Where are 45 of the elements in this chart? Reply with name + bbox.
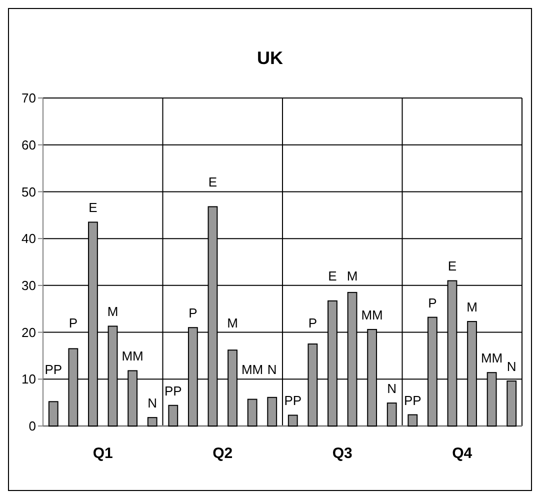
text: M [107,304,118,320]
text: N [267,362,277,378]
y-tick-label: 70 [22,90,36,106]
text: E [208,174,218,190]
bar [247,398,258,426]
text: N [506,359,516,374]
bar [408,414,418,426]
text: MM [241,362,264,378]
text: P [308,315,318,330]
bar [147,417,158,426]
text: MM [361,307,383,322]
series-label: MM [122,348,144,364]
text: PP [164,383,182,398]
text: PP [44,362,62,378]
y-tick-label: 50 [22,184,36,200]
series-label: M [466,300,478,315]
series-label: PP [284,393,302,408]
y-tick-label: 0 [28,418,36,434]
y-tick-label: 60 [22,137,36,152]
bar [386,402,397,426]
text: P [68,315,78,330]
series-label: P [188,306,198,321]
x-tick-label: Q4 [452,445,473,462]
x-tick-label: Q3 [332,445,352,462]
bar [168,404,178,426]
bar [288,414,298,426]
x-tick-label: Q2 [212,445,233,462]
series-label: N [387,381,397,396]
y-tick-label: 40 [22,231,36,246]
bar [267,396,278,426]
chart-title: UK [257,48,283,68]
y-tick-label: 30 [22,278,36,293]
bar [48,401,58,426]
text: PP [404,392,422,408]
series-label: E [88,200,98,216]
text: MM [480,350,503,366]
text: M [346,268,358,284]
text: P [428,295,437,310]
text: M [227,315,238,330]
text: E [448,258,457,274]
text: N [148,396,158,411]
text: E [328,268,337,284]
y-tick-label: 10 [22,372,36,387]
y-tick-label: 20 [22,324,36,340]
x-tick-label: Q1 [92,445,113,462]
